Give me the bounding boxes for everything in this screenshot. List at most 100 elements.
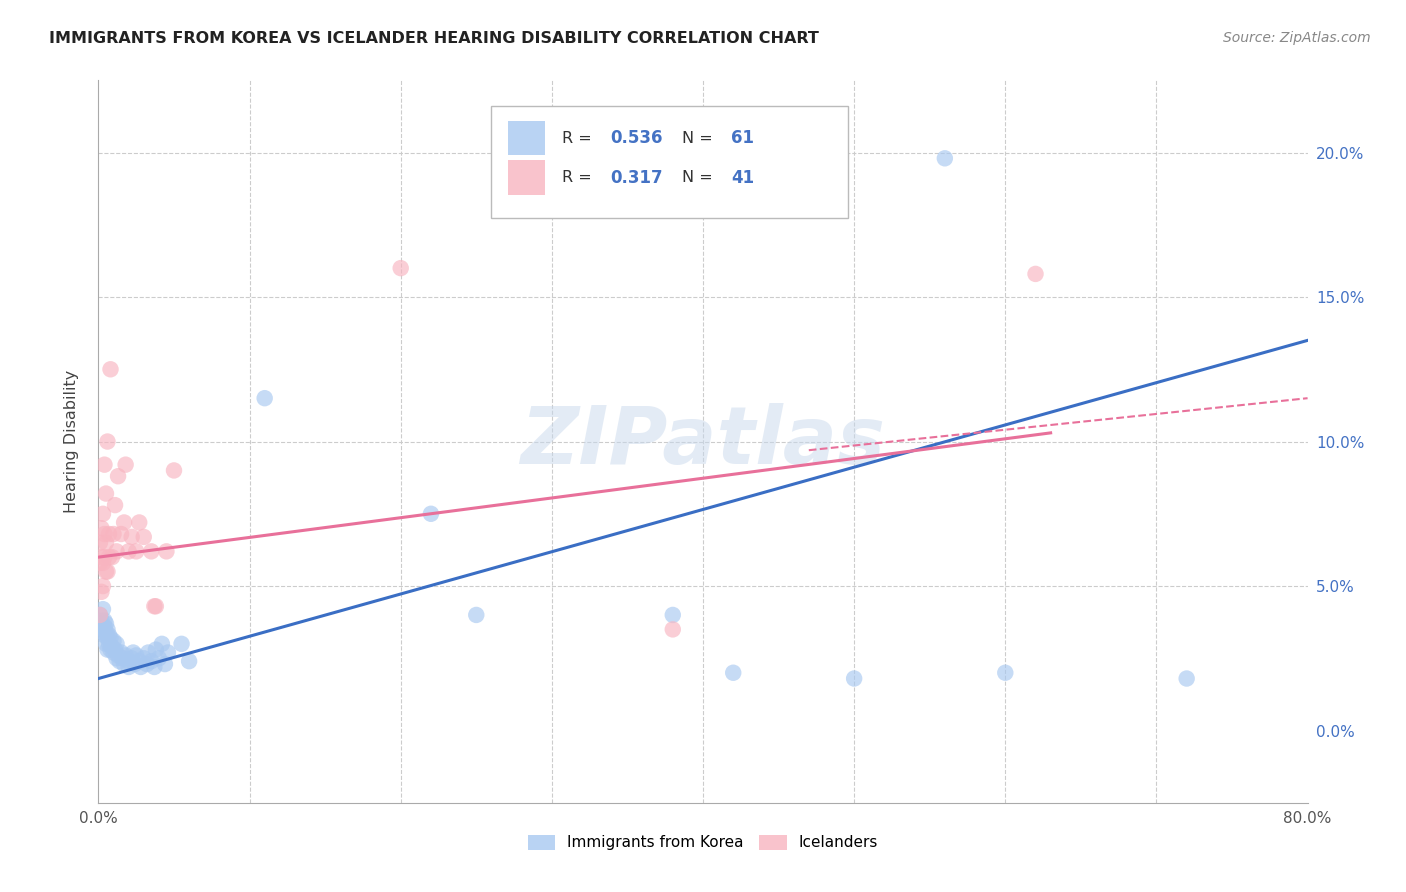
Point [132,530,155,544]
Point [94,565,117,579]
Point [129,660,152,674]
Point [90,614,112,628]
Point [114,648,136,663]
Text: N =: N = [682,130,718,145]
Point [91,556,114,570]
Text: ZIPatlas: ZIPatlas [520,402,886,481]
Point [96,642,118,657]
Point [98,550,121,565]
Point [141,544,163,558]
Point [98,628,121,642]
Point [661,623,683,637]
Point [90,584,112,599]
Point [121,651,143,665]
Point [124,657,146,671]
Point [253,391,276,405]
Point [1175,672,1198,686]
Point [994,665,1017,680]
Point [934,151,956,165]
Point [98,527,121,541]
Point [170,637,193,651]
Point [108,654,131,668]
Text: R =: R = [561,170,596,186]
Point [90,521,112,535]
Point [104,642,127,657]
Point [136,646,159,660]
Point [93,619,115,633]
Point [114,458,136,472]
Point [91,579,114,593]
Point [122,646,145,660]
Text: IMMIGRANTS FROM KOREA VS ICELANDER HEARING DISABILITY CORRELATION CHART: IMMIGRANTS FROM KOREA VS ICELANDER HEARI… [49,31,820,46]
Bar [509,161,544,195]
Text: Source: ZipAtlas.com: Source: ZipAtlas.com [1223,31,1371,45]
Point [153,657,176,671]
Point [118,544,141,558]
Point [105,651,128,665]
Point [110,527,132,541]
Point [89,616,111,631]
Point [96,434,118,449]
Point [155,544,177,558]
Point [145,642,167,657]
Point [121,530,143,544]
Point [89,607,111,622]
Bar [492,105,848,218]
Bar [509,120,544,155]
Point [145,599,167,614]
Point [91,625,114,640]
Point [156,646,179,660]
Point [163,463,186,477]
Point [93,614,115,628]
Point [112,516,135,530]
Point [112,657,135,671]
Point [101,640,124,654]
Point [723,665,745,680]
Point [389,261,412,276]
Point [125,648,148,663]
Point [93,458,115,472]
Point [96,631,118,645]
Point [98,637,121,651]
Point [93,550,115,565]
Point [1024,267,1046,281]
Text: N =: N = [682,170,718,186]
Point [105,544,128,558]
Point [101,550,124,565]
Text: 0.317: 0.317 [610,169,662,186]
Point [465,607,488,622]
Point [94,616,117,631]
Point [128,654,150,668]
Point [143,599,166,614]
Point [150,637,173,651]
Text: 41: 41 [731,169,754,186]
Point [118,660,141,674]
Text: 61: 61 [731,129,754,147]
Y-axis label: Hearing Disability: Hearing Disability [65,370,79,513]
Point [90,550,112,565]
Point [89,556,111,570]
Point [94,637,117,651]
Point [148,651,170,665]
Point [844,672,866,686]
Point [94,535,117,549]
Point [107,469,129,483]
Point [110,646,132,660]
Point [93,527,115,541]
Text: R =: R = [561,130,596,145]
Point [100,642,122,657]
Point [104,498,127,512]
Point [420,507,443,521]
Point [107,648,129,663]
Point [90,619,112,633]
Point [96,623,118,637]
Text: 0.536: 0.536 [610,129,662,147]
Point [132,651,155,665]
Point [125,544,148,558]
Point [94,486,117,500]
Point [103,646,125,660]
Point [103,634,125,648]
Point [128,516,150,530]
Point [93,628,115,642]
Point [91,602,114,616]
